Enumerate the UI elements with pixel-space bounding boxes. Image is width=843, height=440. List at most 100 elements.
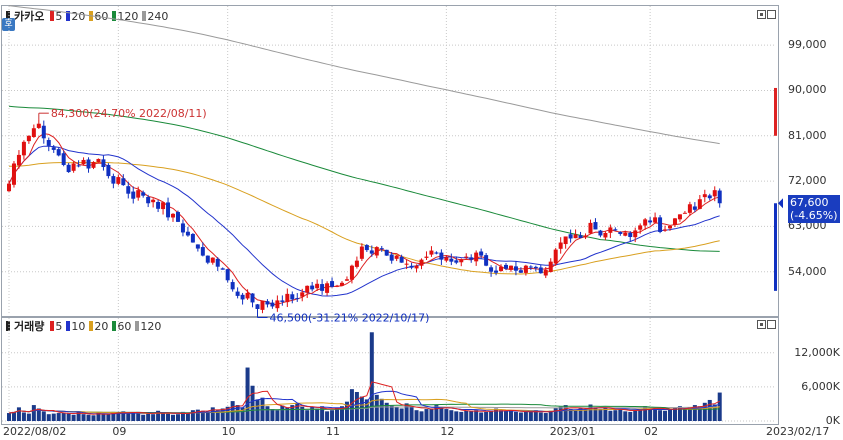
- candle-body: [275, 300, 280, 309]
- candle-body: [31, 128, 36, 137]
- volume-bar: [290, 405, 295, 421]
- legend-swatch: [66, 11, 71, 21]
- candle-body: [469, 257, 474, 260]
- volume-maximize-button[interactable]: [767, 320, 776, 329]
- candle-body: [11, 163, 16, 185]
- volume-bar: [86, 414, 91, 421]
- volume-bar: [638, 409, 643, 421]
- volume-bar: [538, 412, 543, 421]
- candle-body: [61, 153, 66, 165]
- volume-bar: [429, 408, 434, 421]
- current-price-tag: 67,600 (-4.65%): [788, 195, 840, 223]
- candle-body: [315, 283, 320, 289]
- volume-bar: [717, 392, 722, 421]
- candle-body: [499, 266, 504, 272]
- candle-body: [300, 292, 305, 297]
- candle-body: [424, 256, 429, 258]
- volume-bar: [692, 405, 697, 421]
- volume-bar: [305, 410, 310, 421]
- volume-bar: [439, 407, 444, 421]
- volume-bar: [7, 413, 11, 421]
- candle-body: [225, 269, 230, 281]
- candle-body: [325, 283, 330, 293]
- x-tick-label: 2023/01: [549, 425, 596, 438]
- candle-body: [280, 300, 285, 302]
- candle-body: [668, 225, 673, 229]
- volume-bar: [563, 405, 568, 421]
- candle-body: [598, 230, 603, 236]
- volume-bar: [623, 411, 628, 421]
- legend-label: 10: [71, 319, 86, 333]
- candle-body: [613, 229, 618, 231]
- low-annotation: 46,500(-31.21% 2022/10/17): [270, 311, 430, 324]
- volume-legend-item: 10: [66, 320, 85, 333]
- candle-body: [255, 304, 260, 309]
- legend-swatch: [6, 11, 10, 21]
- legend-label: 240: [147, 9, 169, 23]
- volume-bar: [682, 409, 687, 421]
- volume-bar: [568, 409, 573, 421]
- legend-items: 5 20 60 120 240: [50, 10, 168, 23]
- legend-swatch: [6, 321, 10, 331]
- volume-bar: [106, 414, 111, 421]
- volume-bar: [71, 414, 76, 421]
- volume-bar: [578, 408, 583, 421]
- candle-body: [379, 248, 384, 250]
- volume-legend-item: 60: [112, 320, 131, 333]
- candle-body: [638, 225, 643, 230]
- minimize-button[interactable]: [757, 10, 766, 19]
- candle-body: [399, 256, 404, 263]
- candle-body: [215, 258, 220, 267]
- candle-body: [156, 201, 161, 209]
- maximize-button[interactable]: [767, 10, 776, 19]
- volume-bar: [663, 410, 668, 421]
- volume-bar: [41, 411, 46, 421]
- price-legend-item: 120: [112, 10, 138, 23]
- range-bar-up: [774, 87, 777, 136]
- legend-label: 120: [140, 319, 162, 333]
- legend-label: 20: [71, 9, 86, 23]
- volume-y-tick-label: 0K: [825, 414, 840, 427]
- ma20-line: [8, 145, 720, 297]
- volume-bar: [136, 411, 141, 421]
- candle-body: [414, 265, 419, 269]
- volume-y-tick-label: 6,000K: [801, 379, 840, 393]
- volume-bar: [633, 410, 638, 421]
- price-y-tick-label: 81,000: [788, 128, 827, 142]
- candle-body: [563, 236, 568, 245]
- volume-legend-item: 120: [135, 320, 161, 333]
- candle-body: [335, 285, 340, 287]
- candle-body: [479, 251, 484, 256]
- current-price-marker: [778, 198, 783, 209]
- volume-bar: [215, 410, 220, 421]
- volume-bar: [424, 409, 429, 421]
- candle-body: [409, 265, 414, 268]
- candle-body: [454, 260, 459, 263]
- candle-body: [628, 232, 633, 237]
- candle-body: [677, 214, 682, 220]
- candle-body: [439, 252, 444, 260]
- candle-body: [518, 270, 523, 273]
- volume-minimize-button[interactable]: [757, 320, 766, 329]
- candle-body: [101, 159, 106, 168]
- candle-body: [484, 255, 489, 266]
- volume-bar: [369, 332, 374, 421]
- volume-bar: [285, 407, 290, 421]
- legend-label: 60: [94, 9, 109, 23]
- candle-body: [320, 284, 325, 291]
- legend-label: 5: [55, 319, 63, 333]
- volume-bar: [91, 415, 96, 421]
- volume-bar: [444, 409, 449, 421]
- volume-bar: [280, 405, 285, 421]
- volume-bar: [548, 410, 553, 421]
- volume-bar: [16, 407, 21, 421]
- candle-body: [290, 294, 295, 300]
- candle-body: [210, 257, 215, 263]
- candle-body: [91, 161, 96, 168]
- candle-body: [633, 230, 638, 238]
- volume-bar: [658, 410, 663, 421]
- candle-body: [146, 196, 151, 204]
- candle-body: [568, 234, 573, 239]
- candle-body: [121, 178, 126, 186]
- candle-body: [56, 149, 61, 156]
